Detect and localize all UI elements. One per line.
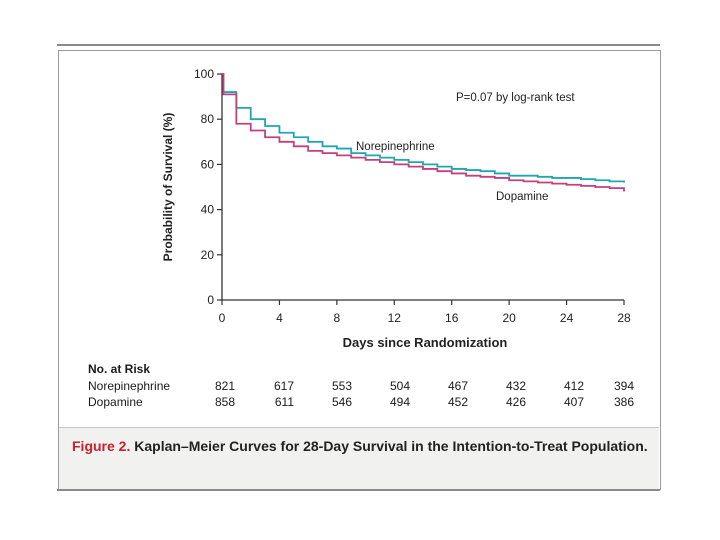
risk-table-title: No. at Risk	[88, 362, 151, 376]
x-tick-label: 16	[445, 311, 459, 325]
y-tick-label: 20	[201, 248, 215, 262]
y-ticks: 0 20 40 60 80 100	[194, 67, 222, 307]
series-line-dopamine	[222, 73, 625, 192]
y-tick-label: 60	[201, 157, 215, 171]
risk-cell: 494	[389, 395, 410, 409]
figure-caption-text: Kaplan–Meier Curves for 28-Day Survival …	[134, 438, 648, 454]
risk-cell: 394	[613, 379, 634, 393]
y-axis-label: Probability of Survival (%)	[161, 113, 175, 262]
risk-cell: 504	[389, 379, 410, 393]
x-axis-label: Days since Randomization	[343, 335, 508, 350]
risk-row-name: Norepinephrine	[88, 379, 171, 393]
survival-curves	[222, 73, 625, 192]
x-tick-label: 24	[560, 311, 574, 325]
risk-cell: 412	[563, 379, 584, 393]
risk-cell: 617	[273, 379, 294, 393]
figure-caption: Figure 2. Kaplan–Meier Curves for 28-Day…	[72, 436, 652, 456]
risk-cell: 553	[331, 379, 352, 393]
figure-frame	[58, 50, 661, 490]
y-tick-label: 80	[201, 112, 215, 126]
x-tick-label: 12	[388, 311, 402, 325]
risk-cell: 611	[274, 395, 294, 409]
y-tick-label: 100	[194, 67, 214, 81]
p-value-annotation: P=0.07 by log-rank test	[456, 92, 575, 104]
series-line-norepinephrine	[222, 73, 625, 183]
series-label-dopamine: Dopamine	[496, 191, 548, 203]
risk-cell: 426	[505, 395, 526, 409]
x-tick-label: 0	[219, 311, 226, 325]
chart-axes	[221, 74, 624, 301]
y-tick-label: 0	[207, 293, 214, 307]
risk-cell: 546	[331, 395, 352, 409]
x-tick-label: 4	[276, 311, 283, 325]
risk-cell: 821	[214, 379, 235, 393]
figure-label: Figure 2.	[72, 438, 131, 454]
x-tick-label: 20	[502, 311, 516, 325]
series-label-norepinephrine: Norepinephrine	[356, 141, 435, 153]
risk-cell: 386	[613, 395, 634, 409]
bottom-rule	[57, 489, 660, 491]
caption-background	[59, 427, 659, 489]
risk-cell: 452	[447, 395, 468, 409]
y-tick-label: 40	[201, 203, 215, 217]
risk-cell: 858	[214, 395, 235, 409]
risk-cell: 432	[505, 379, 526, 393]
x-tick-label: 8	[334, 311, 341, 325]
top-rule	[57, 44, 660, 46]
risk-cell: 467	[447, 379, 468, 393]
risk-row-name: Dopamine	[88, 395, 143, 409]
x-tick-label: 28	[617, 311, 631, 325]
x-ticks: 0 4 8 12 16 20 24 28	[219, 300, 631, 325]
risk-cell: 407	[563, 395, 584, 409]
